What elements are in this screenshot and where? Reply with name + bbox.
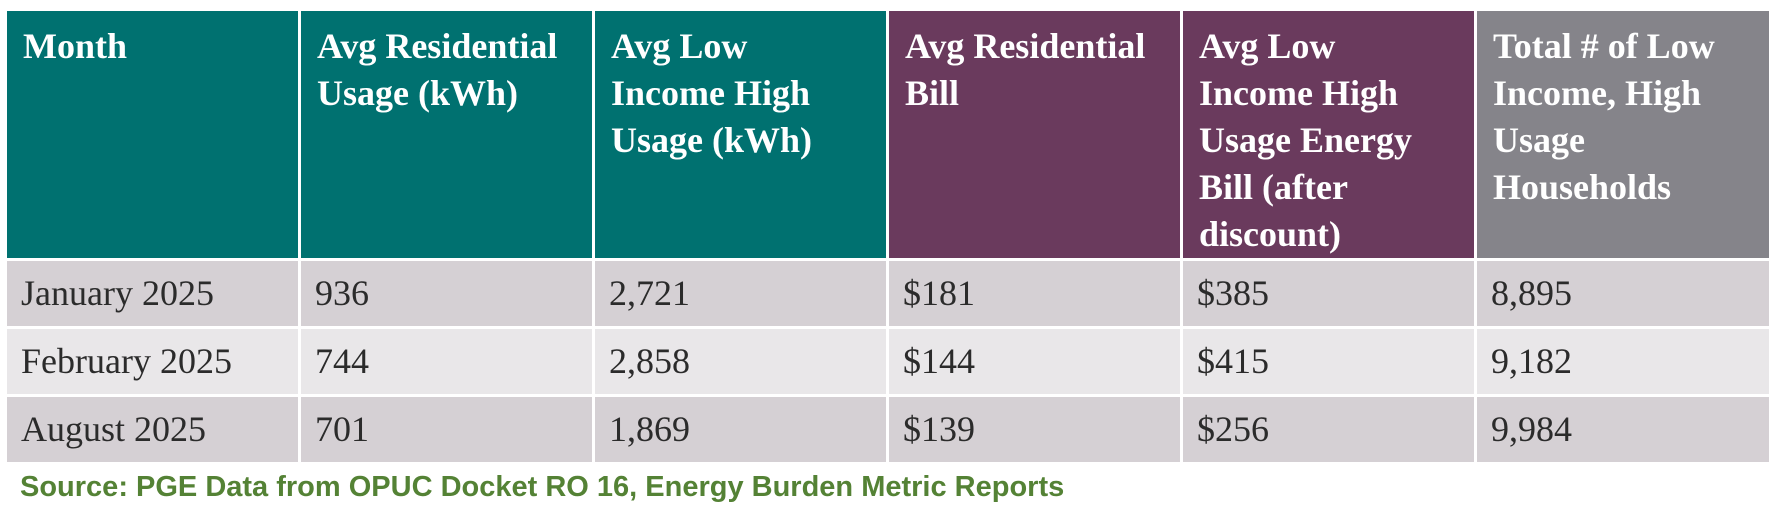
table-row: February 2025 744 2,858 $144 $415 9,182 — [4, 326, 1772, 397]
cell-month: February 2025 — [4, 326, 301, 397]
cell-month: January 2025 — [4, 258, 301, 329]
cell-avg-low-income-bill: $385 — [1180, 258, 1477, 329]
cell-avg-residential-usage: 744 — [298, 326, 595, 397]
cell-avg-low-income-usage: 2,858 — [592, 326, 889, 397]
header-avg-low-income-energy-bill: Avg Low Income High Usage Energy Bill (a… — [1180, 8, 1477, 261]
cell-avg-residential-bill: $139 — [886, 394, 1183, 465]
header-avg-low-income-high-usage: Avg Low Income High Usage (kWh) — [592, 8, 889, 261]
cell-avg-residential-bill: $144 — [886, 326, 1183, 397]
source-caption: Source: PGE Data from OPUC Docket RO 16,… — [20, 471, 1065, 503]
cell-avg-residential-usage: 701 — [298, 394, 595, 465]
header-avg-residential-usage: Avg Residential Usage (kWh) — [298, 8, 595, 261]
header-total-households: Total # of Low Income, High Usage Househ… — [1474, 8, 1772, 261]
cell-avg-low-income-usage: 2,721 — [592, 258, 889, 329]
cell-avg-low-income-bill: $415 — [1180, 326, 1477, 397]
header-row: Month Avg Residential Usage (kWh) Avg Lo… — [4, 8, 1772, 261]
cell-month: August 2025 — [4, 394, 301, 465]
cell-total-households: 9,182 — [1474, 326, 1772, 397]
table-row: August 2025 701 1,869 $139 $256 9,984 — [4, 394, 1772, 465]
data-table-container: Month Avg Residential Usage (kWh) Avg Lo… — [4, 8, 1772, 465]
header-avg-residential-bill: Avg Residential Bill — [886, 8, 1183, 261]
energy-burden-table: Month Avg Residential Usage (kWh) Avg Lo… — [4, 8, 1772, 465]
cell-total-households: 9,984 — [1474, 394, 1772, 465]
cell-avg-low-income-usage: 1,869 — [592, 394, 889, 465]
cell-total-households: 8,895 — [1474, 258, 1772, 329]
header-month: Month — [4, 8, 301, 261]
cell-avg-low-income-bill: $256 — [1180, 394, 1477, 465]
cell-avg-residential-usage: 936 — [298, 258, 595, 329]
table-row: January 2025 936 2,721 $181 $385 8,895 — [4, 258, 1772, 329]
cell-avg-residential-bill: $181 — [886, 258, 1183, 329]
